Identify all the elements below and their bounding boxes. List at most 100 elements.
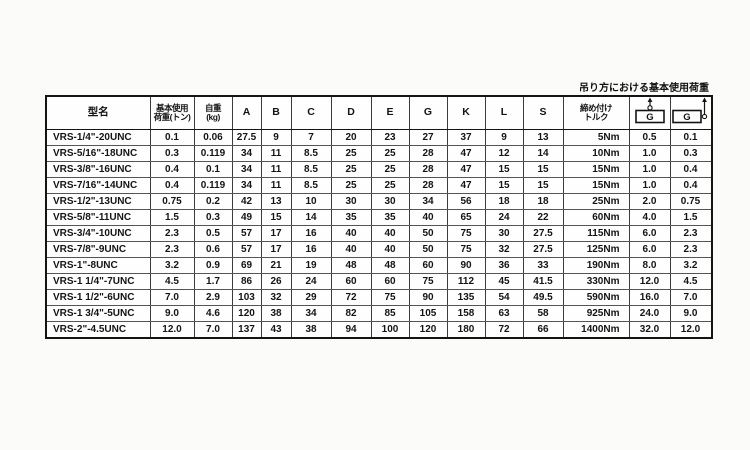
- cell-S: 66: [522, 321, 564, 339]
- cell-g_vertical: 4.0: [628, 209, 671, 226]
- cell-g_side: 4.5: [669, 273, 712, 290]
- cell-G: 27: [408, 129, 448, 146]
- cell-g_vertical: 2.0: [628, 193, 671, 210]
- col-header-model: 型名: [45, 95, 151, 130]
- col-header-E: E: [370, 95, 410, 130]
- cell-G: 90: [408, 289, 448, 306]
- cell-g_vertical: 12.0: [628, 273, 671, 290]
- cell-weight: 2.9: [193, 289, 233, 306]
- cell-G: 60: [408, 257, 448, 274]
- cell-K: 90: [446, 257, 486, 274]
- cell-torque: 1400Nm: [562, 321, 630, 339]
- table-row: VRS-7/16"-14UNC 0.4 0.119 34 11 8.5 25 25 28 47 15…: [45, 177, 712, 194]
- cell-g_side: 3.2: [669, 257, 712, 274]
- cell-E: 100: [370, 321, 410, 339]
- cell-D: 60: [330, 273, 372, 290]
- cell-D: 25: [330, 161, 372, 178]
- cell-wll: 0.3: [149, 145, 195, 162]
- cell-D: 40: [330, 225, 372, 242]
- col-header-A: A: [231, 95, 262, 130]
- table-row: VRS-5/16"-18UNC 0.3 0.119 34 11 8.5 25 25 28 47 12…: [45, 145, 712, 162]
- cell-A: 57: [231, 241, 262, 258]
- cell-S: 33: [522, 257, 564, 274]
- cell-L: 45: [484, 273, 524, 290]
- cell-model: VRS-3/8"-16UNC: [45, 161, 151, 178]
- cell-C: 14: [290, 209, 332, 226]
- cell-K: 75: [446, 241, 486, 258]
- cell-C: 16: [290, 225, 332, 242]
- cell-G: 28: [408, 161, 448, 178]
- table-row: VRS-1 3/4"-5UNC 9.0 4.6 120 38 34 82 85 105 158 63…: [45, 305, 712, 322]
- col-header-D: D: [330, 95, 372, 130]
- cell-L: 36: [484, 257, 524, 274]
- cell-G: 34: [408, 193, 448, 210]
- cell-L: 63: [484, 305, 524, 322]
- cell-g_side: 0.3: [669, 145, 712, 162]
- cell-g_vertical: 32.0: [628, 321, 671, 339]
- cell-model: VRS-1 1/2"-6UNC: [45, 289, 151, 306]
- cell-E: 35: [370, 209, 410, 226]
- cell-E: 23: [370, 129, 410, 146]
- cell-model: VRS-7/8"-9UNC: [45, 241, 151, 258]
- cell-K: 135: [446, 289, 486, 306]
- cell-K: 47: [446, 145, 486, 162]
- cell-S: 58: [522, 305, 564, 322]
- cell-B: 21: [260, 257, 292, 274]
- cell-g_vertical: 1.0: [628, 177, 671, 194]
- cell-K: 47: [446, 161, 486, 178]
- cell-K: 56: [446, 193, 486, 210]
- cell-g_vertical: 6.0: [628, 225, 671, 242]
- cell-weight: 4.6: [193, 305, 233, 322]
- table-row: VRS-2"-4.5UNC 12.0 7.0 137 43 38 94 100 120 180 72…: [45, 321, 712, 339]
- cell-weight: 0.119: [193, 177, 233, 194]
- cell-wll: 2.3: [149, 241, 195, 258]
- cell-model: VRS-2"-4.5UNC: [45, 321, 151, 339]
- cell-S: 27.5: [522, 241, 564, 258]
- cell-L: 32: [484, 241, 524, 258]
- cell-torque: 330Nm: [562, 273, 630, 290]
- cell-C: 16: [290, 241, 332, 258]
- col-header-L: L: [484, 95, 524, 130]
- cell-G: 28: [408, 177, 448, 194]
- cell-E: 48: [370, 257, 410, 274]
- cell-S: 49.5: [522, 289, 564, 306]
- col-header-G: G: [408, 95, 448, 130]
- cell-C: 24: [290, 273, 332, 290]
- cell-A: 137: [231, 321, 262, 339]
- cell-weight: 0.1: [193, 161, 233, 178]
- spec-table-body: VRS-1/4"-20UNC 0.1 0.06 27.5 9 7 20 23 27 37 9 13 5N…: [45, 129, 712, 339]
- cell-weight: 0.6: [193, 241, 233, 258]
- cell-B: 17: [260, 225, 292, 242]
- cell-wll: 0.75: [149, 193, 195, 210]
- cell-g_vertical: 8.0: [628, 257, 671, 274]
- table-row: VRS-3/8"-16UNC 0.4 0.1 34 11 8.5 25 25 28 47 15 15 1…: [45, 161, 712, 178]
- cell-S: 14: [522, 145, 564, 162]
- cell-torque: 25Nm: [562, 193, 630, 210]
- cell-wll: 4.5: [149, 273, 195, 290]
- cell-A: 34: [231, 177, 262, 194]
- cell-B: 26: [260, 273, 292, 290]
- spec-table-header: 型名 基本使用 荷重(トン) 自重 (kg) A B C D E G K L S 締め付け トルク G G: [45, 95, 712, 130]
- lifting-method-note: 吊り方における基本使用荷重: [579, 83, 709, 94]
- cell-weight: 0.5: [193, 225, 233, 242]
- cell-C: 34: [290, 305, 332, 322]
- cell-A: 57: [231, 225, 262, 242]
- cell-weight: 1.7: [193, 273, 233, 290]
- cell-wll: 1.5: [149, 209, 195, 226]
- cell-D: 72: [330, 289, 372, 306]
- cell-L: 9: [484, 129, 524, 146]
- cell-torque: 5Nm: [562, 129, 630, 146]
- cell-D: 48: [330, 257, 372, 274]
- cell-A: 120: [231, 305, 262, 322]
- cell-B: 9: [260, 129, 292, 146]
- cell-weight: 0.119: [193, 145, 233, 162]
- cell-G: 105: [408, 305, 448, 322]
- cell-E: 75: [370, 289, 410, 306]
- cell-E: 25: [370, 161, 410, 178]
- cell-A: 27.5: [231, 129, 262, 146]
- table-row: VRS-1/4"-20UNC 0.1 0.06 27.5 9 7 20 23 27 37 9 13 5N…: [45, 129, 712, 146]
- cell-wll: 0.4: [149, 161, 195, 178]
- cell-A: 49: [231, 209, 262, 226]
- header-row: 型名 基本使用 荷重(トン) 自重 (kg) A B C D E G K L S 締め付け トルク G G: [45, 95, 712, 130]
- cell-B: 43: [260, 321, 292, 339]
